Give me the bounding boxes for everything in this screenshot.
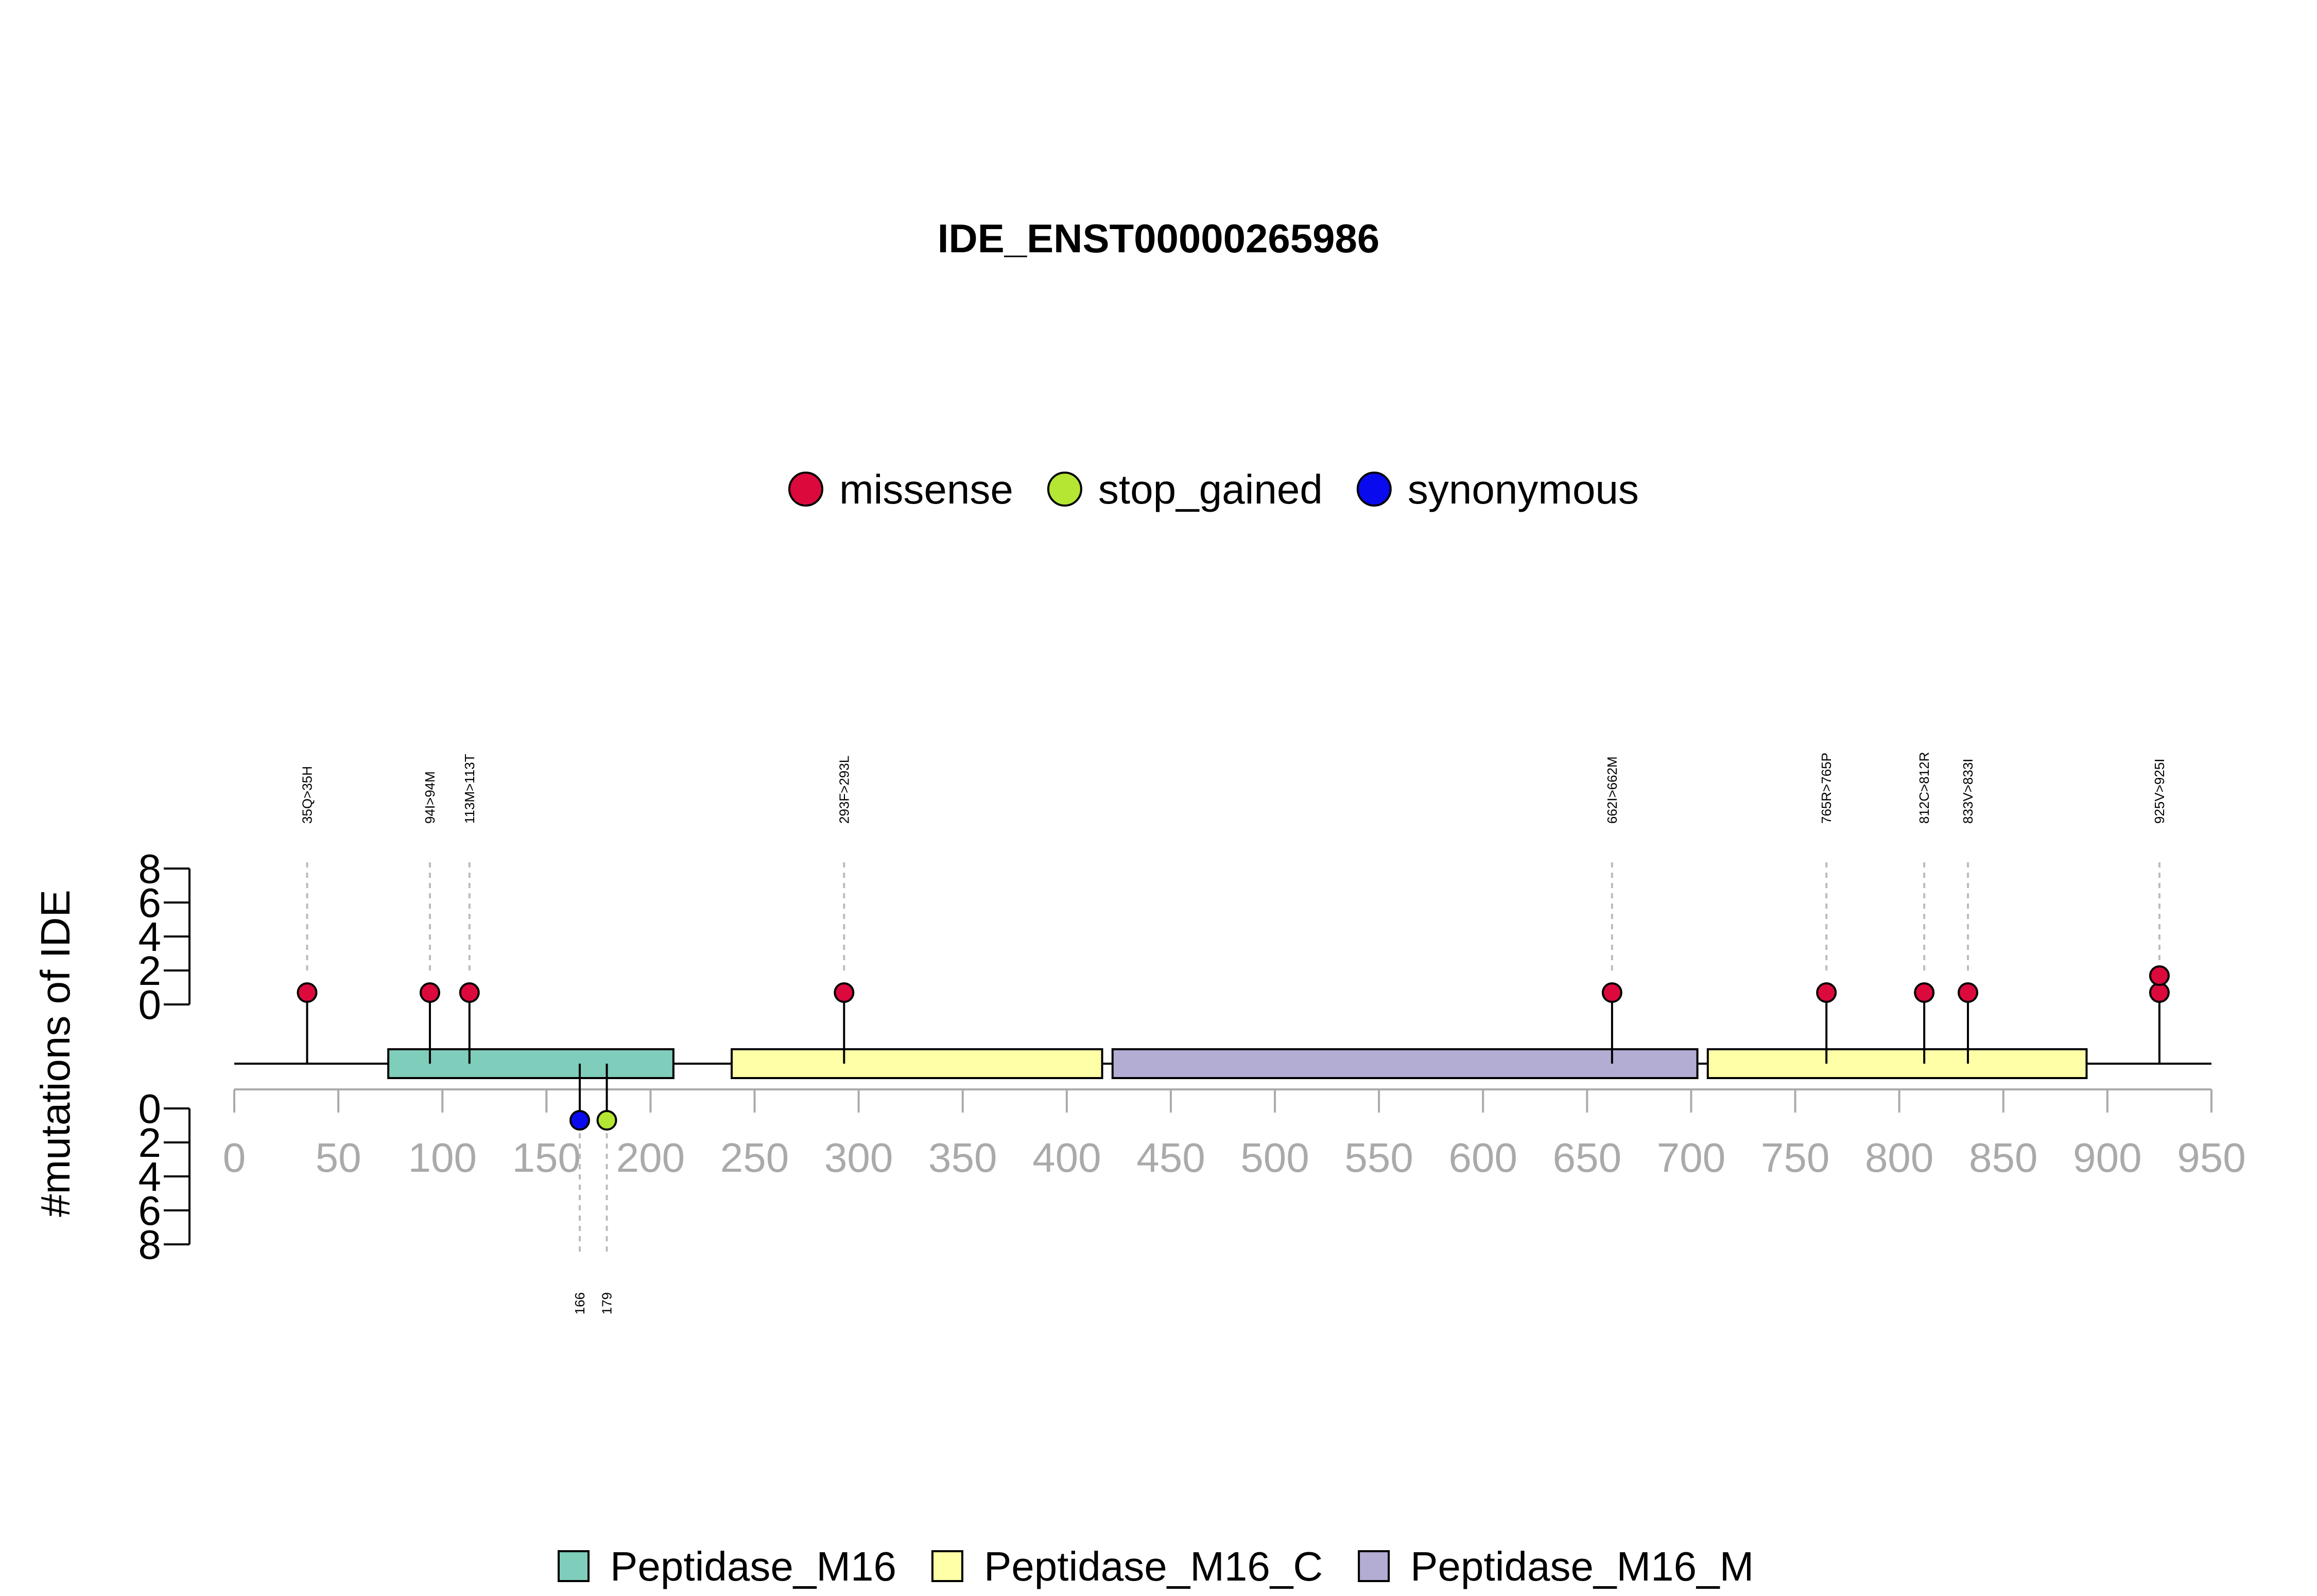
- domain-legend-label-Peptidase_M16_C: Peptidase_M16_C: [984, 1543, 1323, 1589]
- mutation-label-833: 833V>833I: [1960, 758, 1976, 824]
- x-tick-label-200: 200: [616, 1135, 685, 1181]
- y-tick-label-bottom-4: 4: [139, 1154, 162, 1200]
- mutation-marker-765-1: [1816, 982, 1837, 1003]
- domain-legend-swatch-Peptidase_M16: [558, 1550, 590, 1582]
- mutation-label-925: 925V>925I: [2152, 758, 2167, 824]
- mutation-label-113: 113M>113T: [462, 754, 477, 824]
- domain-Peptidase_M16_M-2: [1111, 1048, 1699, 1079]
- y-tick-label-bottom-8: 8: [139, 1222, 162, 1268]
- x-tick-label-650: 650: [1553, 1135, 1621, 1181]
- legend-label-synonymous: synonymous: [1408, 466, 1639, 512]
- y-tick-label-bottom-6: 6: [139, 1188, 162, 1234]
- x-tick-label-250: 250: [720, 1135, 789, 1181]
- x-tick-label-700: 700: [1657, 1135, 1725, 1181]
- chart-title: IDE_ENST00000265986: [938, 216, 1380, 261]
- domain-legend-label-Peptidase_M16_M: Peptidase_M16_M: [1410, 1543, 1754, 1589]
- x-tick-label-550: 550: [1344, 1135, 1413, 1181]
- mutation-label-293: 293F>293L: [836, 756, 852, 824]
- legend-marker-missense: [788, 472, 823, 507]
- mutation-label-812: 812C>812R: [1916, 752, 1932, 824]
- y-tick-label-bottom-0: 0: [139, 1086, 162, 1132]
- mutations-bottom: 166 179: [569, 1064, 617, 1314]
- mutation-label-bottom-179: 179: [599, 1292, 615, 1314]
- legend-marker-synonymous: [1356, 472, 1392, 507]
- mutation-marker-812-1: [1914, 982, 1935, 1003]
- x-tick-label-150: 150: [512, 1135, 581, 1181]
- mutations-top: 35Q>35H 94I>94M 113M>113T 293F>293L 662I>662…: [297, 752, 2170, 1064]
- legend-label-missense: missense: [839, 466, 1013, 512]
- y-axis-label-group: #mutations of IDE: [32, 890, 78, 1217]
- mutation-marker-662-1: [1601, 982, 1622, 1003]
- y-tick-label-top-6: 6: [139, 880, 162, 926]
- legend-label-stop_gained: stop_gained: [1098, 466, 1323, 512]
- x-tick-label-900: 900: [2073, 1135, 2141, 1181]
- y-tick-label-top-2: 2: [139, 948, 162, 994]
- y-tick-label-top-0: 0: [139, 982, 162, 1028]
- mutation-marker-bottom-179: [596, 1110, 617, 1131]
- x-tick-label-800: 800: [1865, 1135, 1933, 1181]
- mutation-marker-925-2: [2149, 965, 2170, 986]
- x-tick-label-850: 850: [1969, 1135, 2037, 1181]
- mutation-marker-293-1: [834, 982, 855, 1003]
- mutation-marker-113-1: [459, 982, 480, 1003]
- legend-marker-stop_gained: [1047, 472, 1082, 507]
- y-axis-label: #mutations of IDE: [32, 890, 78, 1217]
- x-tick-label-400: 400: [1032, 1135, 1101, 1181]
- x-tick-label-500: 500: [1240, 1135, 1309, 1181]
- domains: [387, 1048, 2088, 1079]
- y-tick-label-bottom-2: 2: [139, 1120, 162, 1166]
- domain-legend: Peptidase_M16 Peptidase_M16_C Peptidase_M1…: [558, 1543, 1754, 1589]
- x-tick-label-300: 300: [824, 1135, 893, 1181]
- y-tick-label-top-8: 8: [139, 846, 162, 892]
- domain-Peptidase_M16_C-1: [731, 1048, 1103, 1079]
- mutation-type-legend: missense stop_gained synonymous: [788, 466, 1639, 512]
- mutation-label-662: 662I>662M: [1604, 756, 1620, 824]
- x-tick-label-950: 950: [2177, 1135, 2245, 1181]
- x-tick-label-0: 0: [223, 1135, 246, 1181]
- mutation-marker-94-1: [419, 982, 440, 1003]
- mutation-marker-35-1: [297, 982, 318, 1003]
- mutation-marker-bottom-166: [569, 1110, 590, 1131]
- x-tick-label-350: 350: [928, 1135, 997, 1181]
- mutation-label-bottom-166: 166: [572, 1292, 587, 1314]
- domain-legend-label-Peptidase_M16: Peptidase_M16: [610, 1543, 896, 1589]
- mutation-label-765: 765R>765P: [1819, 753, 1834, 824]
- x-tick-label-450: 450: [1136, 1135, 1205, 1181]
- x-axis: 0 50 100 150 200 250 300 350 400 450 500 550 600 650 7…: [223, 1088, 2246, 1181]
- domain-Peptidase_M16_C-3: [1706, 1048, 2088, 1079]
- x-tick-label-50: 50: [316, 1135, 361, 1181]
- domain-legend-swatch-Peptidase_M16_C: [931, 1550, 963, 1582]
- domain-legend-swatch-Peptidase_M16_M: [1358, 1550, 1390, 1582]
- mutation-label-94: 94I>94M: [422, 771, 438, 824]
- mutation-marker-833-1: [1958, 982, 1979, 1003]
- y-tick-label-top-4: 4: [139, 914, 162, 960]
- x-tick-label-600: 600: [1449, 1135, 1517, 1181]
- mutation-label-35: 35Q>35H: [299, 766, 315, 824]
- x-tick-label-750: 750: [1761, 1135, 1829, 1181]
- x-tick-label-100: 100: [408, 1135, 476, 1181]
- mutation-marker-925-1: [2149, 982, 2170, 1003]
- domain-Peptidase_M16-0: [387, 1048, 675, 1079]
